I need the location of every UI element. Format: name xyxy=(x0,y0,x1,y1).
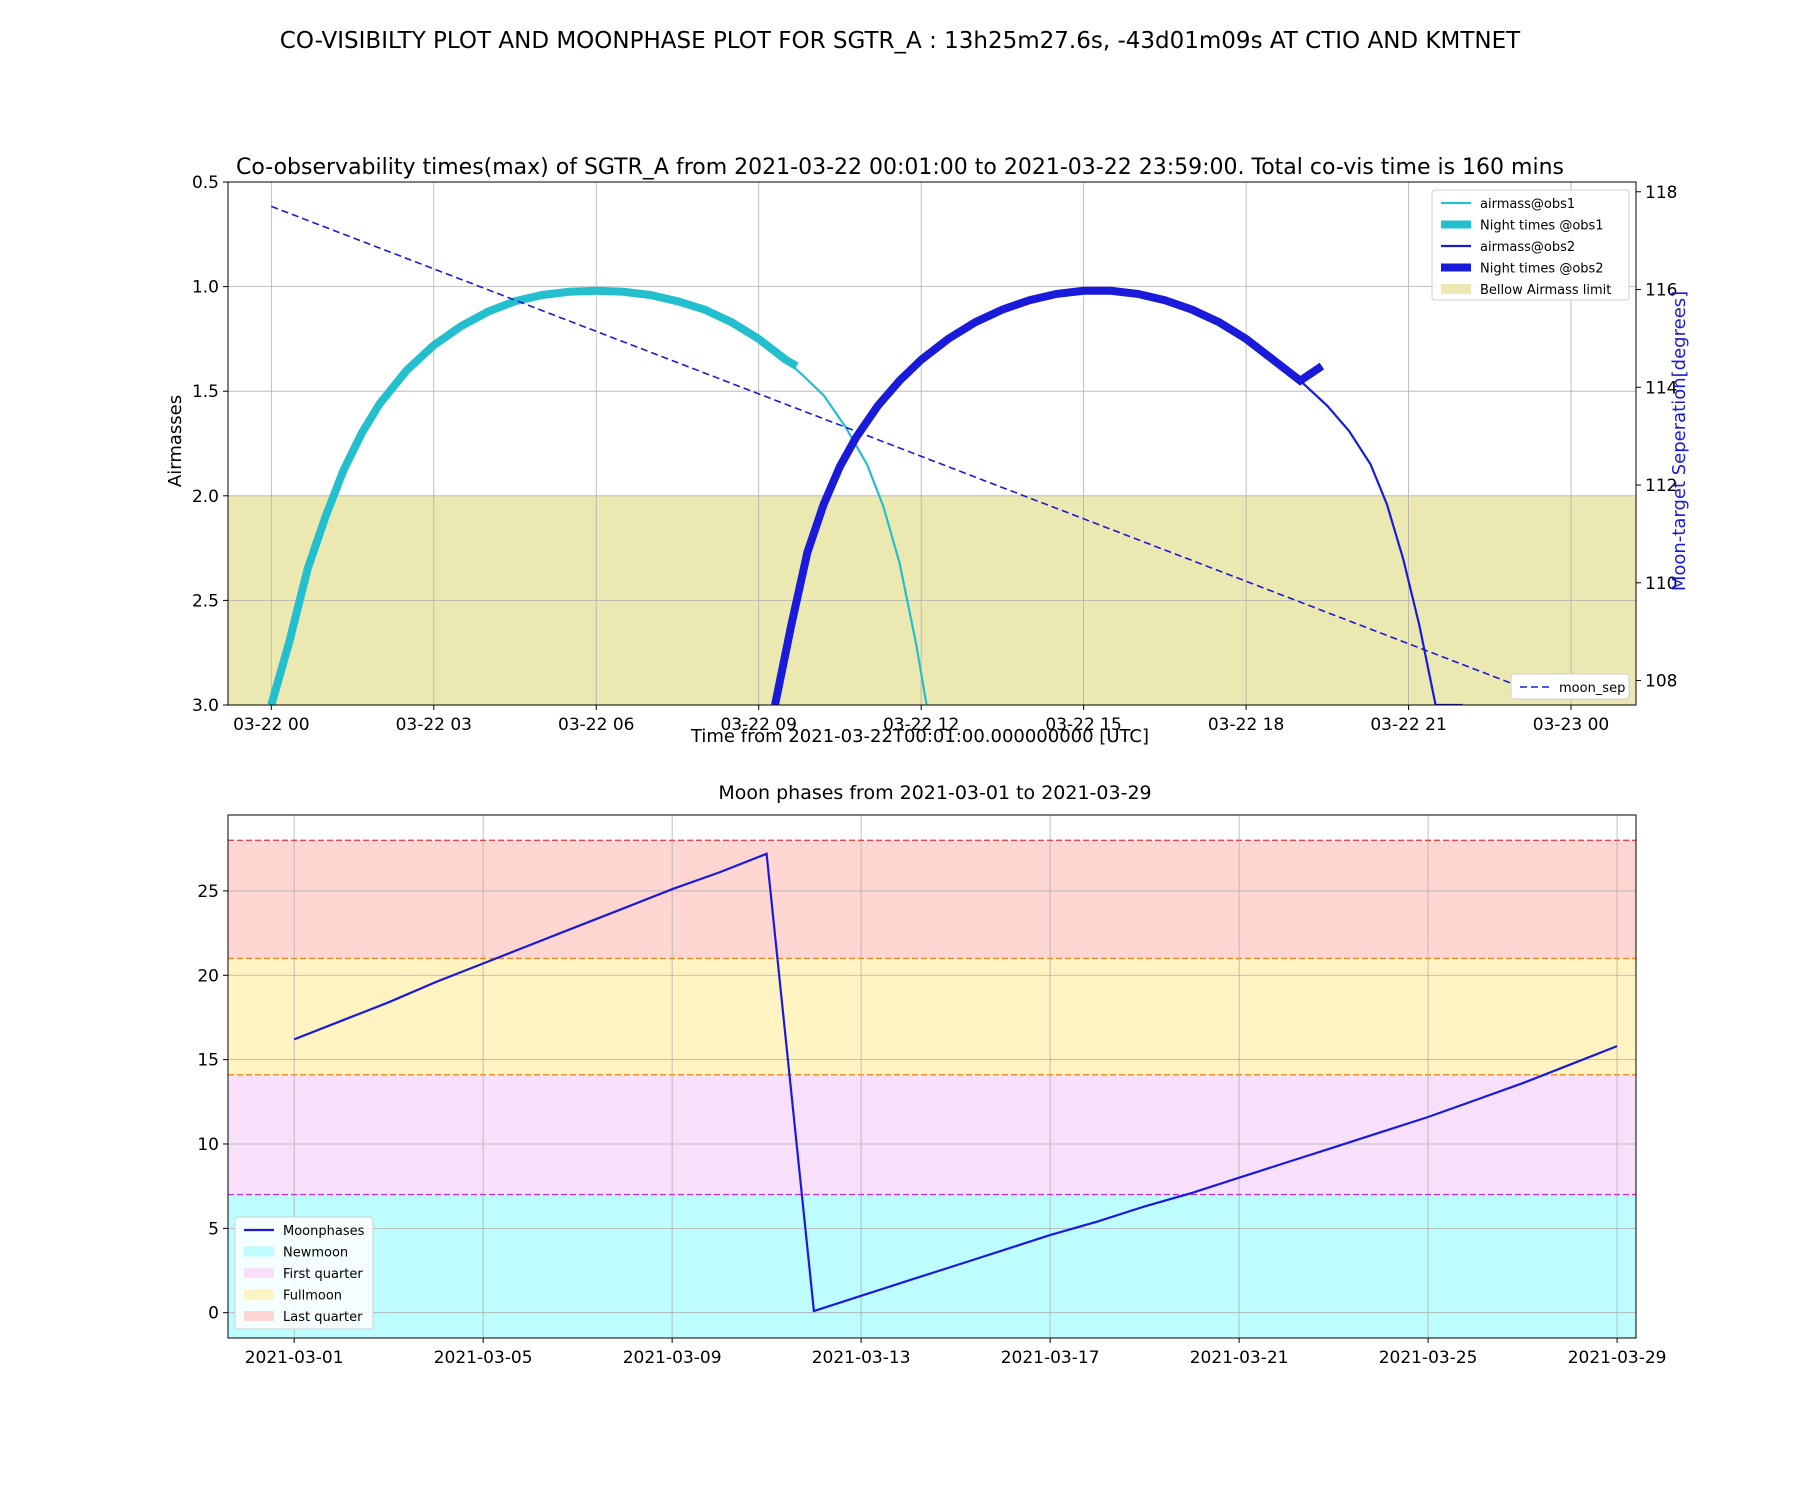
bottom-xtick-label-5: 2021-03-21 xyxy=(1190,1348,1289,1368)
top-xtick-label-1: 03-22 03 xyxy=(396,715,472,735)
band-newmoon xyxy=(228,1194,1636,1338)
top-legend-box xyxy=(1431,189,1630,301)
legend-swatch-last-quarter xyxy=(244,1311,274,1321)
top-xtick-label-4: 03-22 12 xyxy=(883,715,959,735)
top-ticks: 03-22 00 03-22 03 03-22 06 03-22 09 03-22 12… xyxy=(192,173,1678,735)
band-last-quarter xyxy=(228,840,1636,959)
top-ytick-right-label-4: 116 xyxy=(1645,281,1677,301)
bottom-xtick-label-1: 2021-03-05 xyxy=(434,1348,533,1368)
bottom-xtick-label-0: 2021-03-01 xyxy=(245,1348,344,1368)
top-ylabel-right: Moon-target Seperation[degrees] xyxy=(1669,291,1690,591)
moonphase-panel: Moon phases from 2021-03-01 to 2021-03-2… xyxy=(197,782,1666,1368)
top-ytick-right-label-5: 118 xyxy=(1645,183,1677,203)
moon-sep-legend-box xyxy=(1510,673,1630,700)
series-night-times-obs1 xyxy=(267,286,799,705)
bottom-xtick-label-4: 2021-03-17 xyxy=(1001,1348,1100,1368)
top-axes-frame xyxy=(227,181,1637,706)
bottom-ytick-label-3: 15 xyxy=(197,1051,219,1071)
bottom-ytick-label-0: 0 xyxy=(208,1304,219,1324)
top-ytick-label-2: 1.5 xyxy=(192,382,219,402)
legend-swatch-first-quarter xyxy=(244,1268,274,1278)
bottom-ticks: 2021-03-01 2021-03-05 2021-03-09 2021-03-13… xyxy=(197,882,1666,1368)
top-xtick-label-7: 03-22 21 xyxy=(1370,715,1446,735)
series-night-times-obs2 xyxy=(771,286,1325,705)
top-ytick-label-4: 2.5 xyxy=(192,591,219,611)
top-xtick-label-6: 03-22 18 xyxy=(1208,715,1284,735)
moonphase-bands xyxy=(228,840,1636,1338)
bottom-legend: Moonphases Newmoon First quarter Fullmoon La… xyxy=(234,1216,374,1330)
bottom-ytick-label-5: 25 xyxy=(197,882,219,902)
series-moon-sep xyxy=(271,205,1518,687)
bottom-legend-box xyxy=(234,1216,374,1330)
top-xtick-label-2: 03-22 06 xyxy=(558,715,634,735)
legend-swatch-newmoon xyxy=(244,1246,274,1257)
top-ytick-right-label-0: 108 xyxy=(1645,672,1677,692)
top-ytick-label-5: 3.0 xyxy=(192,696,219,716)
top-ytick-right-label-3: 114 xyxy=(1645,378,1677,398)
band-fullmoon xyxy=(228,958,1636,1075)
coobservability-title: Co-observability times(max) of SGTR_A fr… xyxy=(236,155,1564,180)
top-xtick-label-5: 03-22 15 xyxy=(1045,715,1121,735)
top-xtick-label-8: 03-23 00 xyxy=(1533,715,1609,735)
legend-swatch-fullmoon xyxy=(244,1289,274,1300)
legend-label-airmass-obs2: airmass@obs2 xyxy=(1480,240,1575,255)
top-series xyxy=(267,205,1518,705)
series-moonphases xyxy=(293,852,1618,1313)
legend-label-moon-sep: moon_sep xyxy=(1559,681,1625,696)
top-ytick-label-0: 0.5 xyxy=(192,173,219,193)
bottom-grid xyxy=(228,815,1636,1338)
top-legend: airmass@obs1 Night times @obs1 airmass@obs… xyxy=(1431,189,1630,301)
top-ytick-label-3: 2.0 xyxy=(192,487,219,507)
legend-label-moonphases: Moonphases xyxy=(283,1224,365,1239)
bottom-xtick-label-6: 2021-03-25 xyxy=(1379,1348,1478,1368)
bottom-xtick-label-7: 2021-03-29 xyxy=(1568,1348,1667,1368)
moon-sep-legend: moon_sep xyxy=(1510,673,1630,700)
figure-suptitle: CO-VISIBILTY PLOT AND MOONPHASE PLOT FOR… xyxy=(280,28,1521,54)
legend-swatch-bellow-airmass-limit xyxy=(1441,284,1471,294)
bottom-ytick-label-1: 5 xyxy=(208,1219,219,1239)
top-xtick-label-3: 03-22 09 xyxy=(720,715,796,735)
legend-label-newmoon: Newmoon xyxy=(283,1246,348,1261)
legend-label-last-quarter: Last quarter xyxy=(283,1310,363,1325)
bottom-ytick-label-4: 20 xyxy=(197,966,219,986)
top-ytick-label-1: 1.0 xyxy=(192,278,219,298)
legend-label-fullmoon: Fullmoon xyxy=(283,1289,342,1304)
legend-label-first-quarter: First quarter xyxy=(283,1267,363,1282)
band-first-quarter xyxy=(228,1074,1636,1195)
legend-label-night-times-obs2: Night times @obs2 xyxy=(1480,262,1604,277)
bottom-axes-frame xyxy=(227,814,1637,1339)
legend-label-bellow-airmass-limit: Bellow Airmass limit xyxy=(1480,283,1611,298)
legend-label-airmass-obs1: airmass@obs1 xyxy=(1480,197,1575,212)
top-xtick-label-0: 03-22 00 xyxy=(233,715,309,735)
bottom-xtick-label-3: 2021-03-13 xyxy=(812,1348,911,1368)
coobservability-panel: Co-observability times(max) of SGTR_A fr… xyxy=(165,155,1690,747)
top-ytick-right-label-2: 112 xyxy=(1645,476,1677,496)
legend-label-night-times-obs1: Night times @obs1 xyxy=(1480,219,1604,234)
bottom-xtick-label-2: 2021-03-09 xyxy=(623,1348,722,1368)
top-xlabel: Time from 2021-03-22T00:01:00.000000000 … xyxy=(690,726,1149,747)
moonphase-title: Moon phases from 2021-03-01 to 2021-03-2… xyxy=(718,782,1151,804)
top-ytick-right-label-1: 110 xyxy=(1645,574,1677,594)
top-ylabel: Airmasses xyxy=(165,395,186,487)
bottom-ytick-label-2: 10 xyxy=(197,1135,219,1155)
bottom-series xyxy=(293,852,1618,1313)
